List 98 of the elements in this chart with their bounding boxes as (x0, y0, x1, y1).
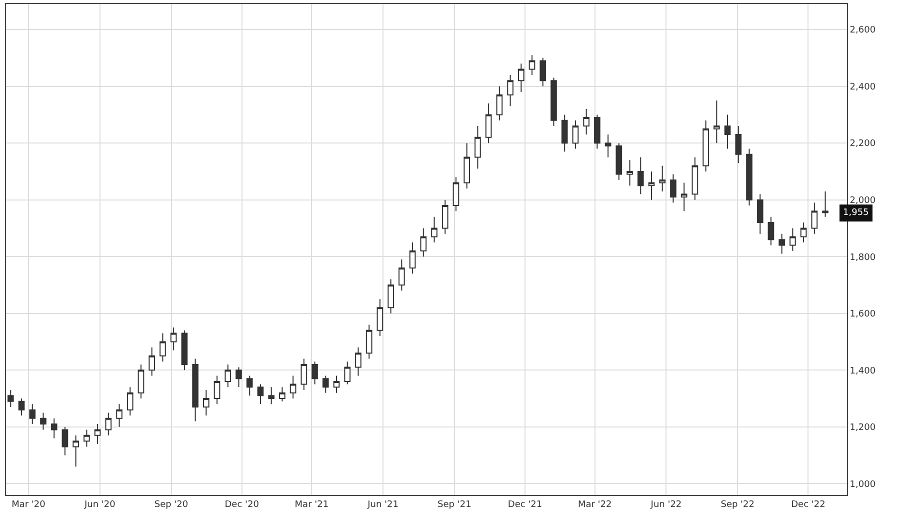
x-tick-label: Sep '20 (154, 500, 188, 510)
candlestick (670, 174, 676, 204)
candlestick (126, 386, 134, 416)
candlestick (594, 114, 600, 150)
x-tick-label: Jun '20 (83, 500, 116, 510)
candlestick (214, 375, 220, 405)
candlestick (322, 375, 329, 394)
candlestick (355, 346, 362, 376)
candlestick (626, 160, 633, 186)
candlestick (659, 165, 666, 192)
x-tick-label: Jun '22 (650, 500, 682, 510)
candlestick (29, 404, 36, 425)
candlestick (40, 412, 46, 430)
candlestick (790, 228, 796, 252)
candlestick (616, 142, 622, 180)
y-tick-label: 1,000 (850, 480, 876, 490)
candlestick (800, 222, 807, 243)
candlestick (148, 346, 156, 376)
candlestick (572, 120, 579, 150)
candlestick (366, 324, 372, 360)
candlestick (452, 176, 460, 212)
annotation: 1,955 (843, 208, 869, 218)
candlestick (290, 375, 296, 399)
candlestick (442, 199, 448, 234)
candlestick (7, 389, 14, 408)
candlestick (192, 358, 198, 422)
candlestick (604, 134, 612, 158)
y-tick-label: 1,800 (850, 252, 876, 263)
candlestick (18, 398, 25, 416)
y-tick-label: 1,200 (850, 423, 876, 434)
x-tick-label: Sep '21 (438, 500, 472, 510)
candlestick (811, 202, 818, 234)
candlestick (268, 386, 274, 405)
candlestick (528, 54, 536, 76)
candlestick (344, 361, 351, 385)
candlestick (94, 424, 101, 444)
candlestick (507, 74, 514, 107)
y-tick-label: 1,400 (850, 366, 876, 376)
x-tick-label: Dec '20 (224, 500, 260, 510)
candlestick (105, 412, 112, 436)
candlestick (778, 233, 785, 254)
candlestick (692, 156, 698, 200)
candlestick (224, 364, 232, 388)
candlestick (702, 120, 709, 172)
candlestick (116, 404, 122, 428)
candlestick (50, 418, 58, 439)
candlestick (279, 386, 286, 402)
candlestick (680, 182, 688, 212)
candlestick (756, 194, 764, 234)
candlestick (583, 108, 590, 136)
candlestick (431, 216, 438, 243)
candlestick (138, 364, 144, 399)
candlestick (550, 77, 557, 127)
candlestick (746, 148, 752, 206)
candlestick (236, 366, 242, 388)
candlestick (170, 327, 177, 351)
candlestick (312, 361, 318, 385)
x-tick-label: Mar '22 (578, 500, 612, 510)
candlestick (398, 258, 405, 292)
y-tick-label: 1,600 (850, 310, 876, 320)
candlestick (257, 384, 264, 405)
candlestick (300, 358, 308, 390)
candlestick (724, 114, 731, 150)
candlestick (540, 57, 546, 87)
candlestick (62, 426, 68, 456)
y-tick-label: 2,000 (850, 196, 876, 206)
candlestick (464, 142, 470, 189)
candlestick (388, 278, 394, 314)
candlestick (333, 375, 340, 394)
candlestick (822, 190, 828, 218)
candlestick (72, 434, 79, 468)
x-tick-label: Mar '21 (294, 500, 329, 510)
y-tick-label: 2,400 (850, 82, 876, 92)
candlestick (768, 216, 774, 246)
candlestick (735, 126, 742, 164)
candlestick (246, 375, 253, 396)
candlestick (637, 156, 644, 195)
x-tick-label: Dec '21 (508, 500, 542, 510)
candlestick (518, 63, 524, 92)
y-tick-label: 2,600 (850, 26, 876, 36)
x-tick-label: Dec '22 (791, 500, 826, 510)
candlestick (485, 102, 492, 144)
x-tick-label: Sep '22 (720, 500, 754, 510)
candlestick (409, 242, 416, 274)
candlestick (84, 429, 90, 448)
candlestick (648, 170, 655, 200)
candlestick (203, 389, 210, 416)
candlestick (160, 332, 166, 362)
candlestick (714, 100, 720, 144)
y-tick-label: 2,200 (850, 139, 876, 150)
x-tick-label: Mar '20 (12, 500, 46, 510)
candlestick (496, 86, 503, 121)
candlestick (474, 126, 481, 170)
candlestick (181, 330, 188, 371)
candlestick (420, 228, 427, 258)
x-tick-label: Jun '21 (366, 500, 398, 510)
candlestick (376, 298, 384, 337)
candlestick (561, 114, 568, 152)
